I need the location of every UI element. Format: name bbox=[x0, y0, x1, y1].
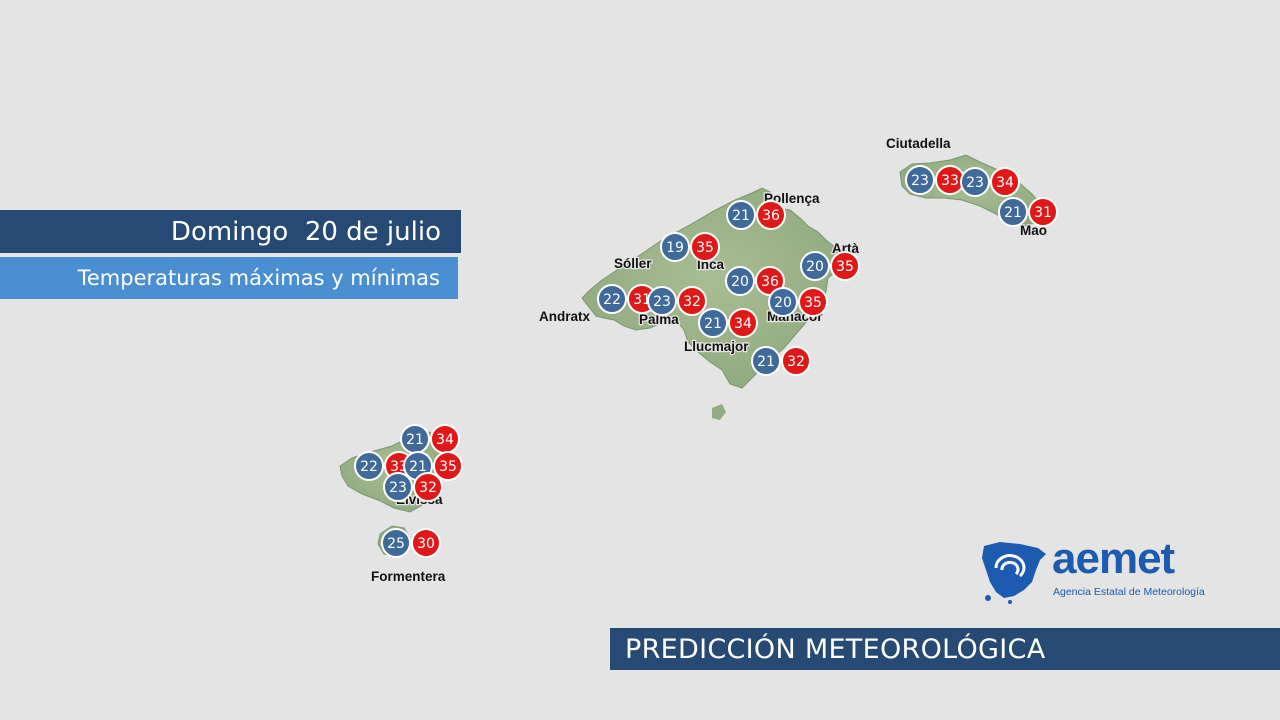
temperature-station: 21 35 bbox=[403, 451, 463, 481]
min-temp-marker bbox=[725, 266, 755, 296]
temperature-station: 20 35 bbox=[800, 251, 860, 281]
temperature-station: 21 34 bbox=[400, 424, 460, 454]
date-title: Domingo 20 de julio bbox=[0, 210, 461, 253]
min-temp-marker bbox=[381, 528, 411, 558]
temperature-station: 21 36 bbox=[726, 200, 786, 230]
min-temp-marker bbox=[383, 472, 413, 502]
aemet-logo: aemet Agencia Estatal de Meteorología bbox=[980, 534, 1220, 604]
max-temp-value: 34 bbox=[734, 316, 752, 332]
max-temp-marker bbox=[411, 528, 441, 558]
min-temp-marker bbox=[660, 232, 690, 262]
footer-label: PREDICCIÓN METEOROLÓGICA bbox=[610, 628, 1280, 670]
max-temp-marker bbox=[1028, 197, 1058, 227]
max-temp-value: 32 bbox=[419, 480, 437, 496]
max-temp-marker bbox=[830, 251, 860, 281]
min-temp-value: 21 bbox=[704, 316, 722, 332]
max-temp-marker bbox=[677, 286, 707, 316]
min-temp-marker bbox=[751, 346, 781, 376]
min-temp-marker bbox=[698, 308, 728, 338]
max-temp-value: 35 bbox=[696, 240, 714, 256]
min-temp-marker bbox=[354, 451, 384, 481]
min-temp-value: 20 bbox=[774, 295, 792, 311]
temperature-station: 25 30 bbox=[381, 528, 441, 558]
min-temp-marker bbox=[960, 167, 990, 197]
map-subtitle: Temperaturas máximas y mínimas bbox=[0, 257, 458, 299]
max-temp-marker bbox=[690, 232, 720, 262]
place-label: Llucmajor bbox=[684, 339, 749, 354]
max-temp-value: 32 bbox=[787, 354, 805, 370]
temperature-station: 20 35 bbox=[768, 287, 828, 317]
place-label: Sóller bbox=[614, 256, 652, 271]
min-temp-value: 23 bbox=[911, 173, 929, 189]
place-label: Formentera bbox=[371, 569, 446, 584]
aemet-wordmark: aemet bbox=[1052, 534, 1175, 583]
min-temp-marker bbox=[905, 165, 935, 195]
min-temp-marker bbox=[726, 200, 756, 230]
temperature-station: 21 34 bbox=[698, 308, 758, 338]
max-temp-marker bbox=[798, 287, 828, 317]
max-temp-value: 35 bbox=[804, 295, 822, 311]
min-temp-marker bbox=[597, 284, 627, 314]
min-temp-value: 23 bbox=[966, 175, 984, 191]
min-temp-value: 23 bbox=[653, 294, 671, 310]
min-temp-value: 21 bbox=[409, 459, 427, 475]
min-temp-value: 22 bbox=[603, 292, 621, 308]
aemet-logo-icon bbox=[982, 542, 1046, 604]
min-temp-value: 21 bbox=[732, 208, 750, 224]
temperature-station: 19 35 bbox=[660, 232, 720, 262]
max-temp-value: 34 bbox=[996, 175, 1014, 191]
min-temp-value: 25 bbox=[387, 536, 405, 552]
max-temp-value: 31 bbox=[1034, 205, 1052, 221]
min-temp-value: 21 bbox=[757, 354, 775, 370]
min-temp-value: 21 bbox=[406, 432, 424, 448]
max-temp-marker bbox=[728, 308, 758, 338]
min-temp-marker bbox=[647, 286, 677, 316]
max-temp-marker bbox=[756, 200, 786, 230]
min-temp-marker bbox=[800, 251, 830, 281]
cabrera-island bbox=[712, 404, 726, 420]
min-temp-value: 22 bbox=[360, 459, 378, 475]
max-temp-marker bbox=[413, 472, 443, 502]
temperature-station: 21 32 bbox=[751, 346, 811, 376]
max-temp-value: 32 bbox=[683, 294, 701, 310]
temperature-station: 21 31 bbox=[998, 197, 1058, 227]
place-label: Ciutadella bbox=[886, 136, 951, 151]
place-label: Palma bbox=[639, 312, 679, 327]
max-temp-value: 30 bbox=[417, 536, 435, 552]
min-temp-marker bbox=[998, 197, 1028, 227]
min-temp-value: 20 bbox=[731, 274, 749, 290]
max-temp-marker bbox=[433, 451, 463, 481]
aemet-subtitle: Agencia Estatal de Meteorología bbox=[1053, 586, 1205, 598]
max-temp-value: 36 bbox=[761, 274, 779, 290]
temperature-station: 20 36 bbox=[725, 266, 785, 296]
place-label: Andratx bbox=[539, 309, 590, 324]
max-temp-value: 34 bbox=[436, 432, 454, 448]
max-temp-value: 35 bbox=[836, 259, 854, 275]
min-temp-value: 20 bbox=[806, 259, 824, 275]
min-temp-marker bbox=[768, 287, 798, 317]
min-temp-value: 23 bbox=[389, 480, 407, 496]
max-temp-value: 36 bbox=[762, 208, 780, 224]
max-temp-marker bbox=[990, 167, 1020, 197]
mallorca-island bbox=[581, 187, 843, 389]
min-temp-value: 21 bbox=[1004, 205, 1022, 221]
max-temp-value: 31 bbox=[633, 292, 651, 308]
max-temp-marker bbox=[781, 346, 811, 376]
max-temp-value: 35 bbox=[439, 459, 457, 475]
temperature-station: 23 32 bbox=[647, 286, 707, 316]
min-temp-value: 19 bbox=[666, 240, 684, 256]
temperature-station: 23 34 bbox=[960, 167, 1020, 197]
temperature-station: 23 32 bbox=[383, 472, 443, 502]
max-temp-value: 33 bbox=[941, 173, 959, 189]
